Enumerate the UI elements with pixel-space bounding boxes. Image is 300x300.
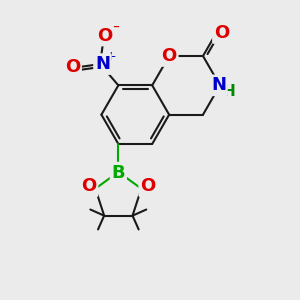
Text: O: O	[97, 26, 112, 44]
Text: H: H	[223, 84, 236, 99]
Text: B: B	[112, 164, 125, 181]
Text: −: −	[109, 20, 120, 34]
Text: O: O	[65, 58, 80, 76]
Text: N: N	[95, 55, 110, 73]
Text: O: O	[81, 177, 97, 195]
Text: O: O	[161, 47, 177, 65]
Text: N: N	[211, 76, 226, 94]
Text: O: O	[214, 24, 229, 42]
Text: O: O	[140, 177, 155, 195]
Text: +: +	[106, 50, 117, 63]
